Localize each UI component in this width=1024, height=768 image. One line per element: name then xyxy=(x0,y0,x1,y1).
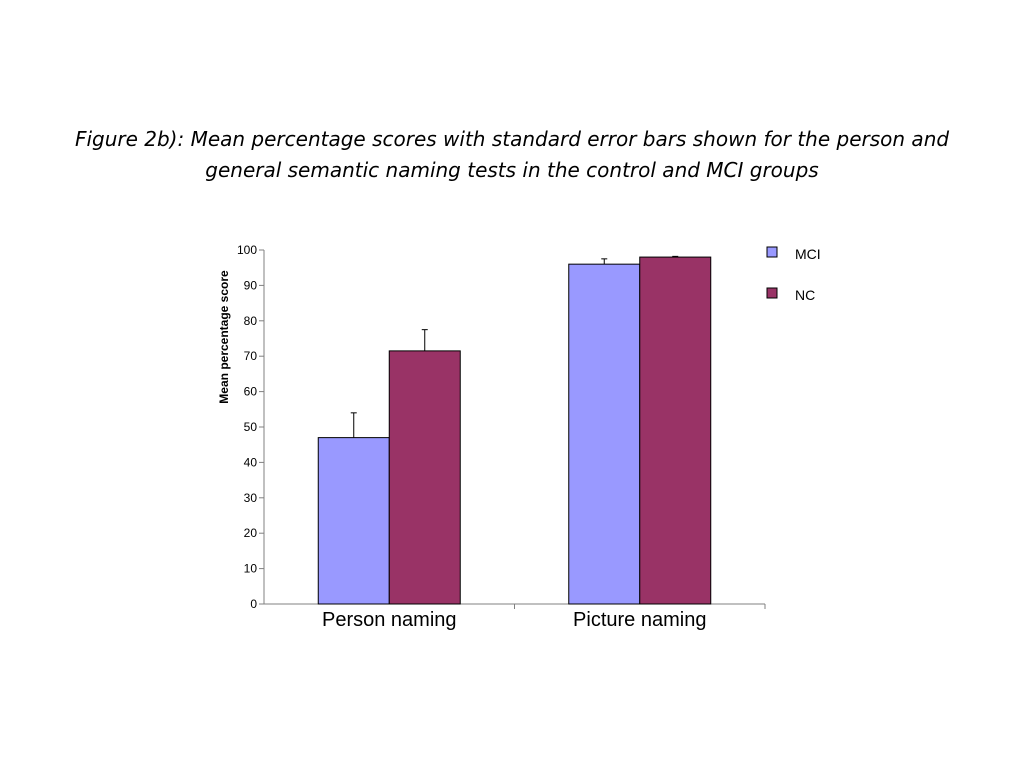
chart-title: Figure 2b): Mean percentage scores with … xyxy=(0,124,1024,186)
y-tick-label: 100 xyxy=(237,243,257,257)
bar-mci xyxy=(317,437,390,605)
y-tick-label: 0 xyxy=(250,597,257,611)
y-tick-label: 10 xyxy=(244,562,258,576)
chart-title-line-1: Figure 2b): Mean percentage scores with … xyxy=(74,127,950,151)
y-tick-label: 90 xyxy=(244,278,258,292)
bar-nc xyxy=(639,256,712,605)
y-tick-label: 60 xyxy=(244,385,258,399)
x-category-label: Picture naming xyxy=(573,609,706,631)
legend-label-mci: MCI xyxy=(795,246,821,262)
bar-nc xyxy=(388,350,461,605)
y-tick-label: 80 xyxy=(244,314,258,328)
legend-label-nc: NC xyxy=(795,287,815,303)
bar-mci xyxy=(568,263,641,605)
x-category-label: Person naming xyxy=(322,609,457,631)
y-tick-label: 30 xyxy=(244,491,258,505)
y-tick-label: 20 xyxy=(244,526,258,540)
y-tick-label: 70 xyxy=(244,349,258,363)
chart-title-line-2: general semantic naming tests in the con… xyxy=(205,158,819,182)
y-tick-label: 50 xyxy=(244,420,258,434)
legend-swatch-mci xyxy=(766,246,778,258)
legend-swatch-nc xyxy=(766,287,778,299)
y-axis-label: Mean percentage score xyxy=(217,270,231,404)
y-tick-label: 40 xyxy=(244,455,258,469)
